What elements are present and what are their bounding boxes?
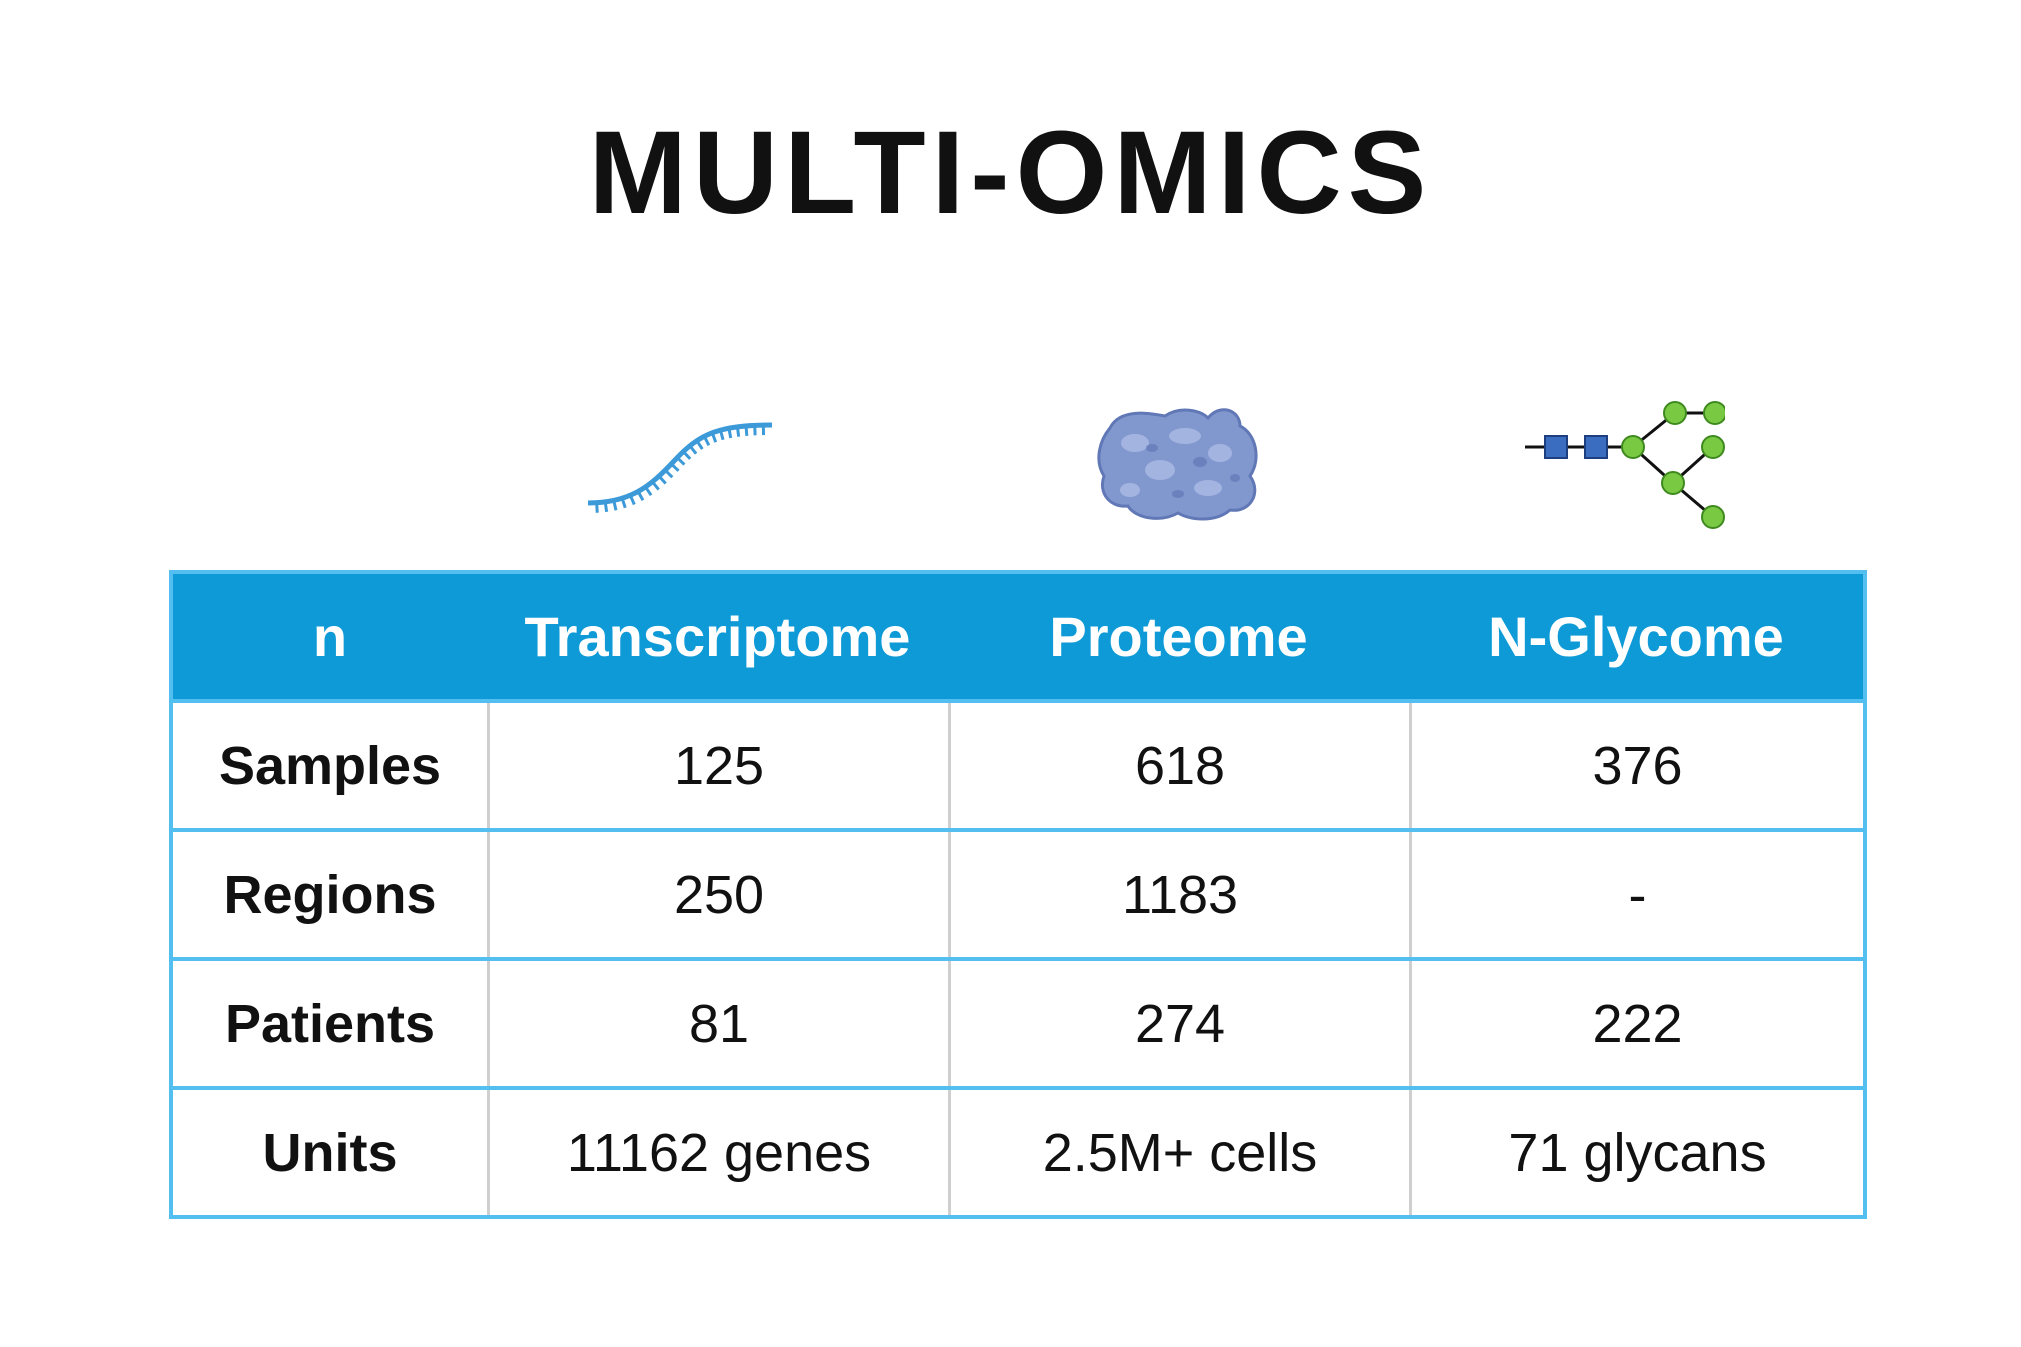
header-n: n [312,605,348,668]
table-header-row: n Transcriptome Proteome N-Glycome [173,574,1863,703]
table-cell: 11162 genes [487,1090,948,1215]
table-cell: 81 [487,961,948,1086]
glycan-tree-icon [1525,401,1725,529]
table-row: Patients 81 274 222 [173,957,1863,1086]
table-row: Regions 250 1183 - [173,828,1863,957]
header-proteome: Proteome [1049,605,1308,668]
row-label-regions: Regions [223,864,437,925]
row-label-patients: Patients [224,993,436,1054]
rna-strand-icon [587,422,773,513]
table-row: Units 11162 genes 2.5M+ cells 71 glycans [173,1086,1863,1215]
header-transcriptome: Transcriptome [524,605,911,668]
page-title: MULTI-OMICS [588,107,1433,239]
protein-blob-icon [1097,408,1258,521]
table-cell: 376 [1409,703,1863,828]
table-cell: 125 [487,703,948,828]
table-cell: 222 [1409,961,1863,1086]
table-cell: 2.5M+ cells [948,1090,1409,1215]
table-cell: 618 [948,703,1409,828]
header-n-glycome: N-Glycome [1488,605,1784,668]
table-cell: 71 glycans [1409,1090,1863,1215]
table-row: Samples 125 618 376 [173,703,1863,828]
row-label-samples: Samples [218,735,442,796]
table-cell: - [1409,832,1863,957]
row-label-units: Units [262,1122,398,1183]
table-cell: 250 [487,832,948,957]
omics-table: n Transcriptome Proteome N-Glycome Sampl… [169,570,1867,1219]
table-cell: 274 [948,961,1409,1086]
table-cell: 1183 [948,832,1409,957]
